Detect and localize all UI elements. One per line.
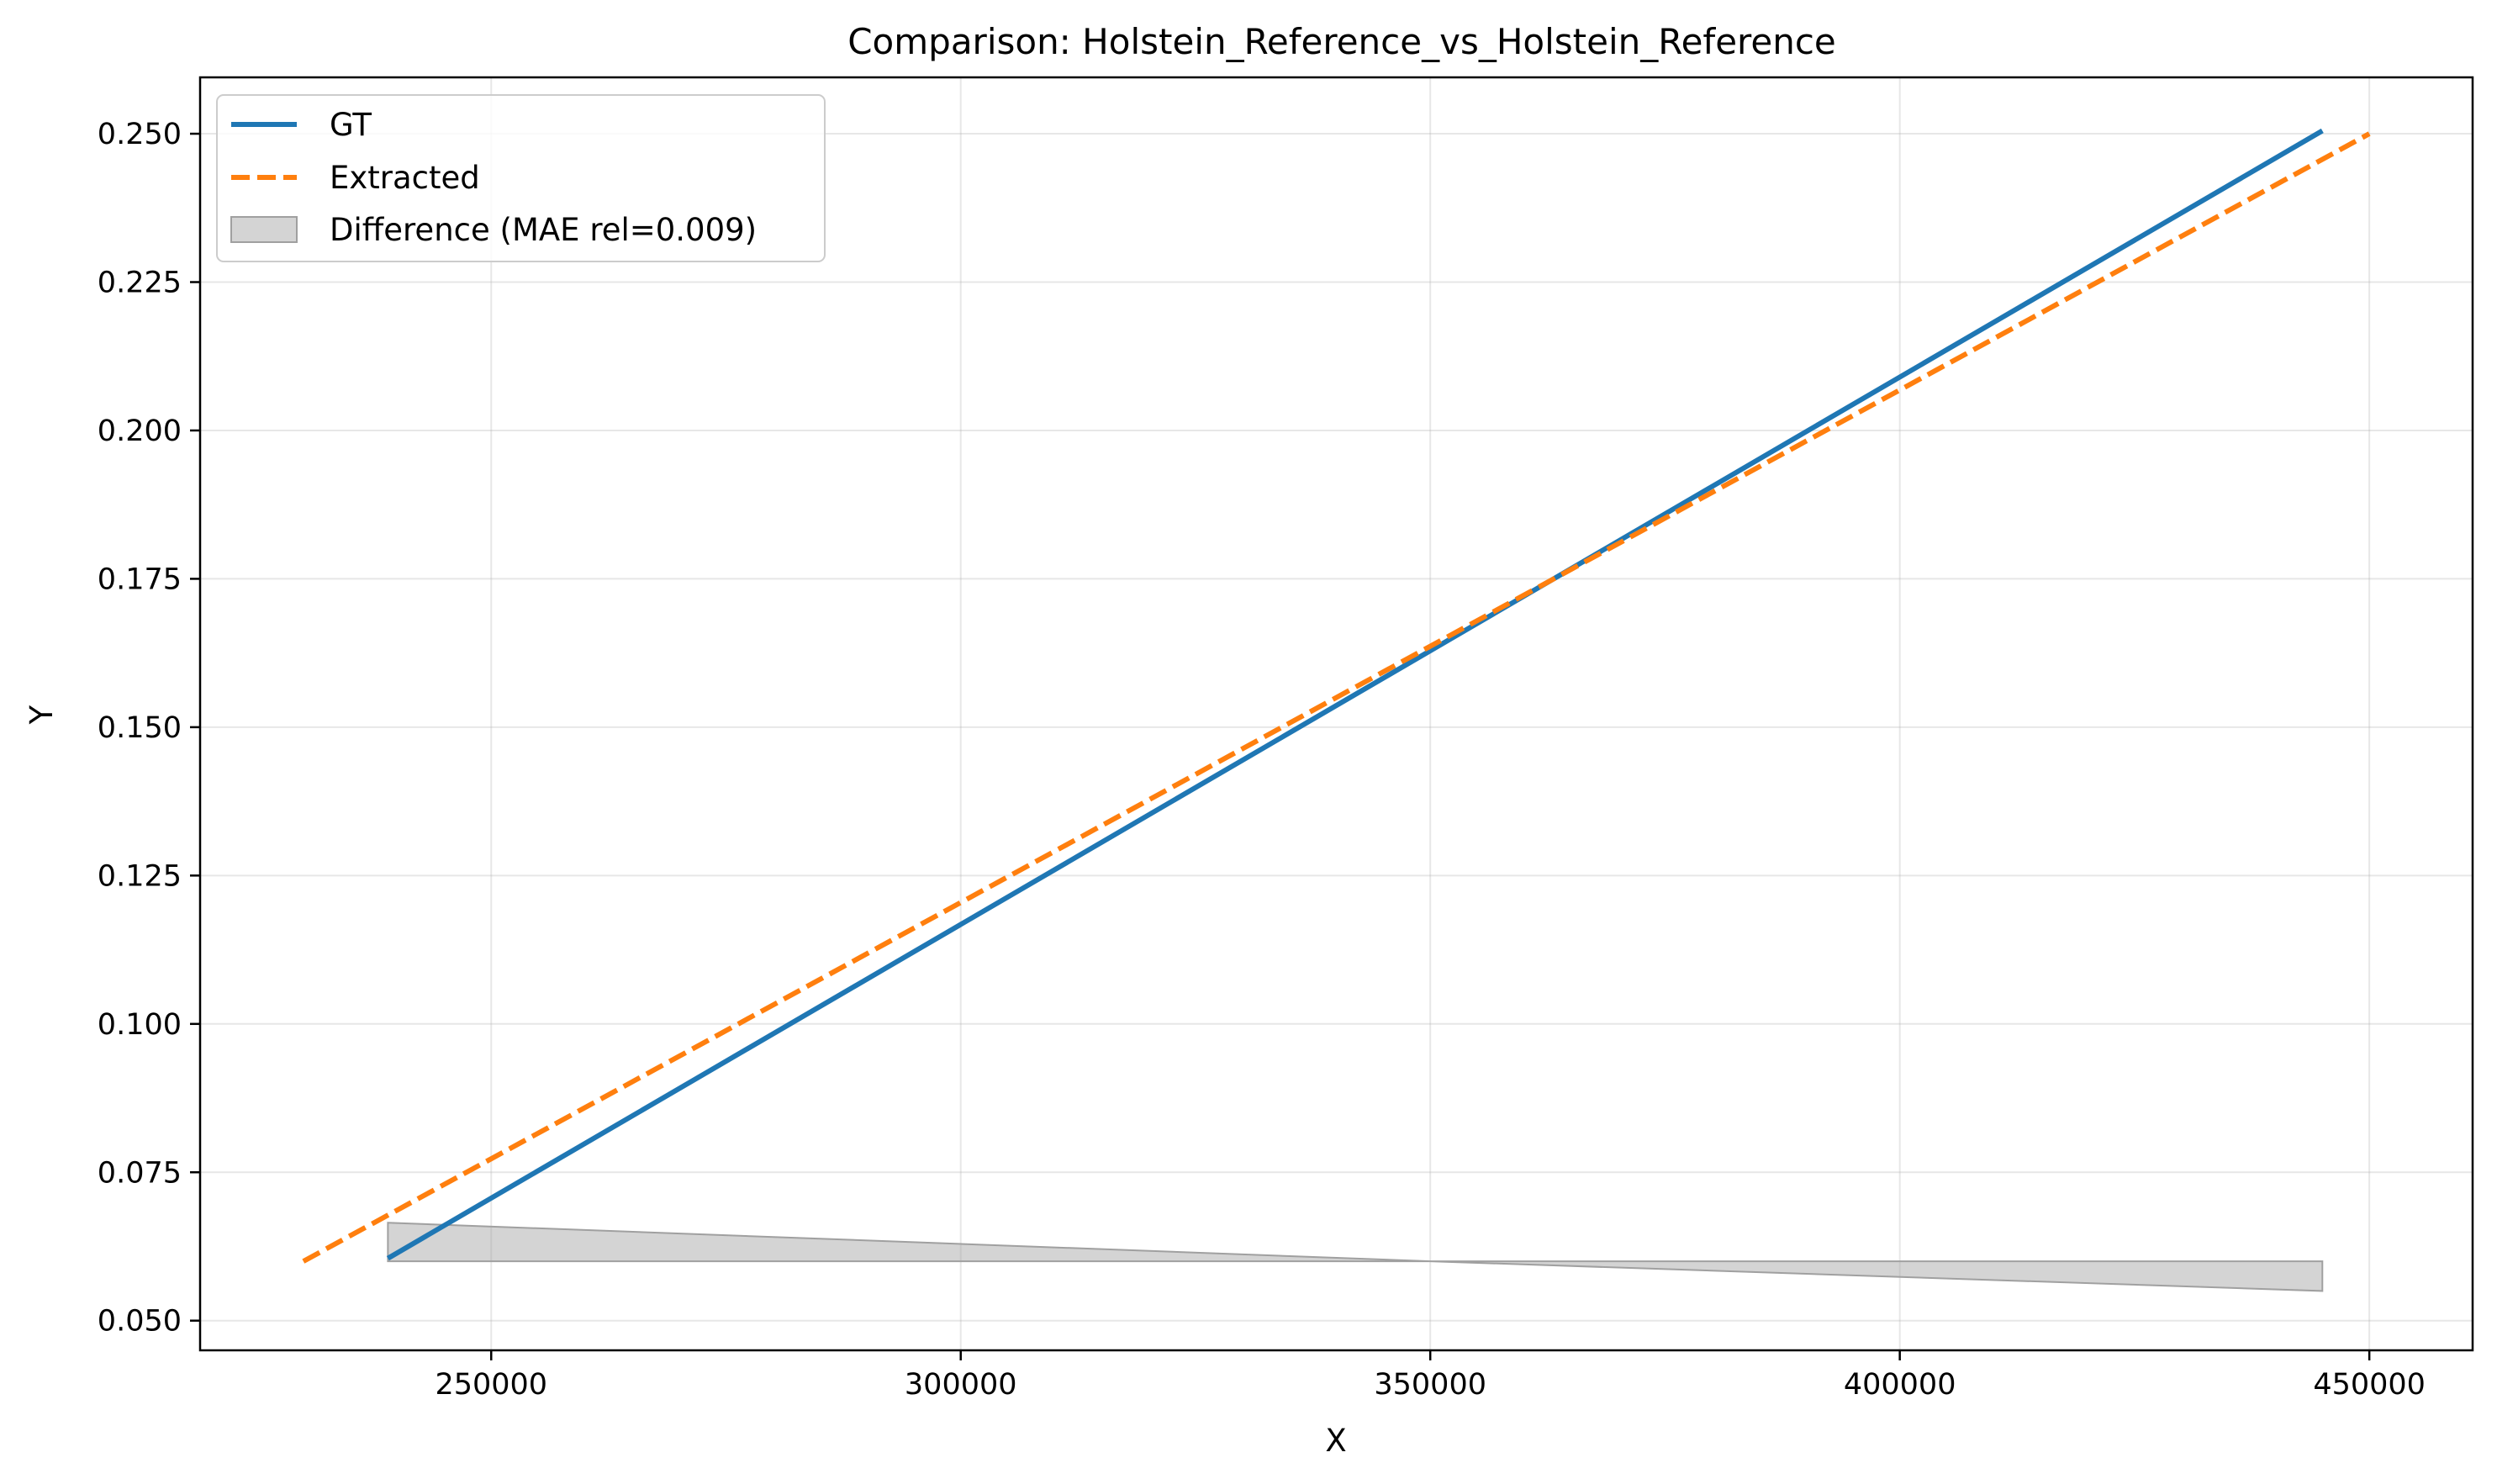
x-tick-label: 300000: [905, 1368, 1017, 1402]
chart-title: Comparison: Holstein_Reference_vs_Holste…: [847, 21, 1836, 62]
legend-difference-label: Difference (MAE rel=0.009): [330, 212, 757, 248]
y-tick-label: 0.125: [98, 859, 182, 893]
legend-gt-label: GT: [330, 107, 372, 143]
legend: GT Extracted Difference (MAE rel=0.009): [216, 94, 826, 262]
y-axis-label: Y: [24, 705, 60, 725]
y-tick-label: 0.175: [98, 562, 182, 596]
series-line-gt: [386, 128, 2324, 1261]
x-tick-label: 400000: [1844, 1368, 1956, 1402]
legend-box: [216, 94, 826, 262]
y-tick-label: 0.250: [98, 118, 182, 151]
difference-band: [387, 1222, 2324, 1292]
difference-band-layer: [387, 1222, 2324, 1292]
y-tick-label: 0.100: [98, 1008, 182, 1042]
x-axis-label: X: [1325, 1423, 1346, 1459]
plot-frame: [198, 76, 2474, 1352]
x-axis-ticks: 250000 300000 350000 400000 450000: [435, 1350, 2426, 1402]
y-tick-label: 0.225: [98, 267, 182, 300]
y-tick-label: 0.075: [98, 1156, 182, 1190]
y-tick-label: 0.150: [98, 711, 182, 745]
y-axis-ticks: 0.050 0.075 0.100 0.125 0.150 0.175 0.200 0.225…: [98, 118, 200, 1339]
x-tick-label: 250000: [435, 1368, 547, 1402]
x-tick-label: 350000: [1374, 1368, 1486, 1402]
y-tick-label: 0.200: [98, 415, 182, 448]
x-tick-label: 450000: [2313, 1368, 2426, 1402]
legend-extracted-label: Extracted: [330, 160, 480, 196]
legend-difference-swatch: [230, 216, 298, 243]
series-line-extracted: [302, 131, 2371, 1264]
grid-lines: [200, 77, 2473, 1350]
series-layer: [302, 128, 2371, 1264]
y-tick-label: 0.050: [98, 1305, 182, 1339]
